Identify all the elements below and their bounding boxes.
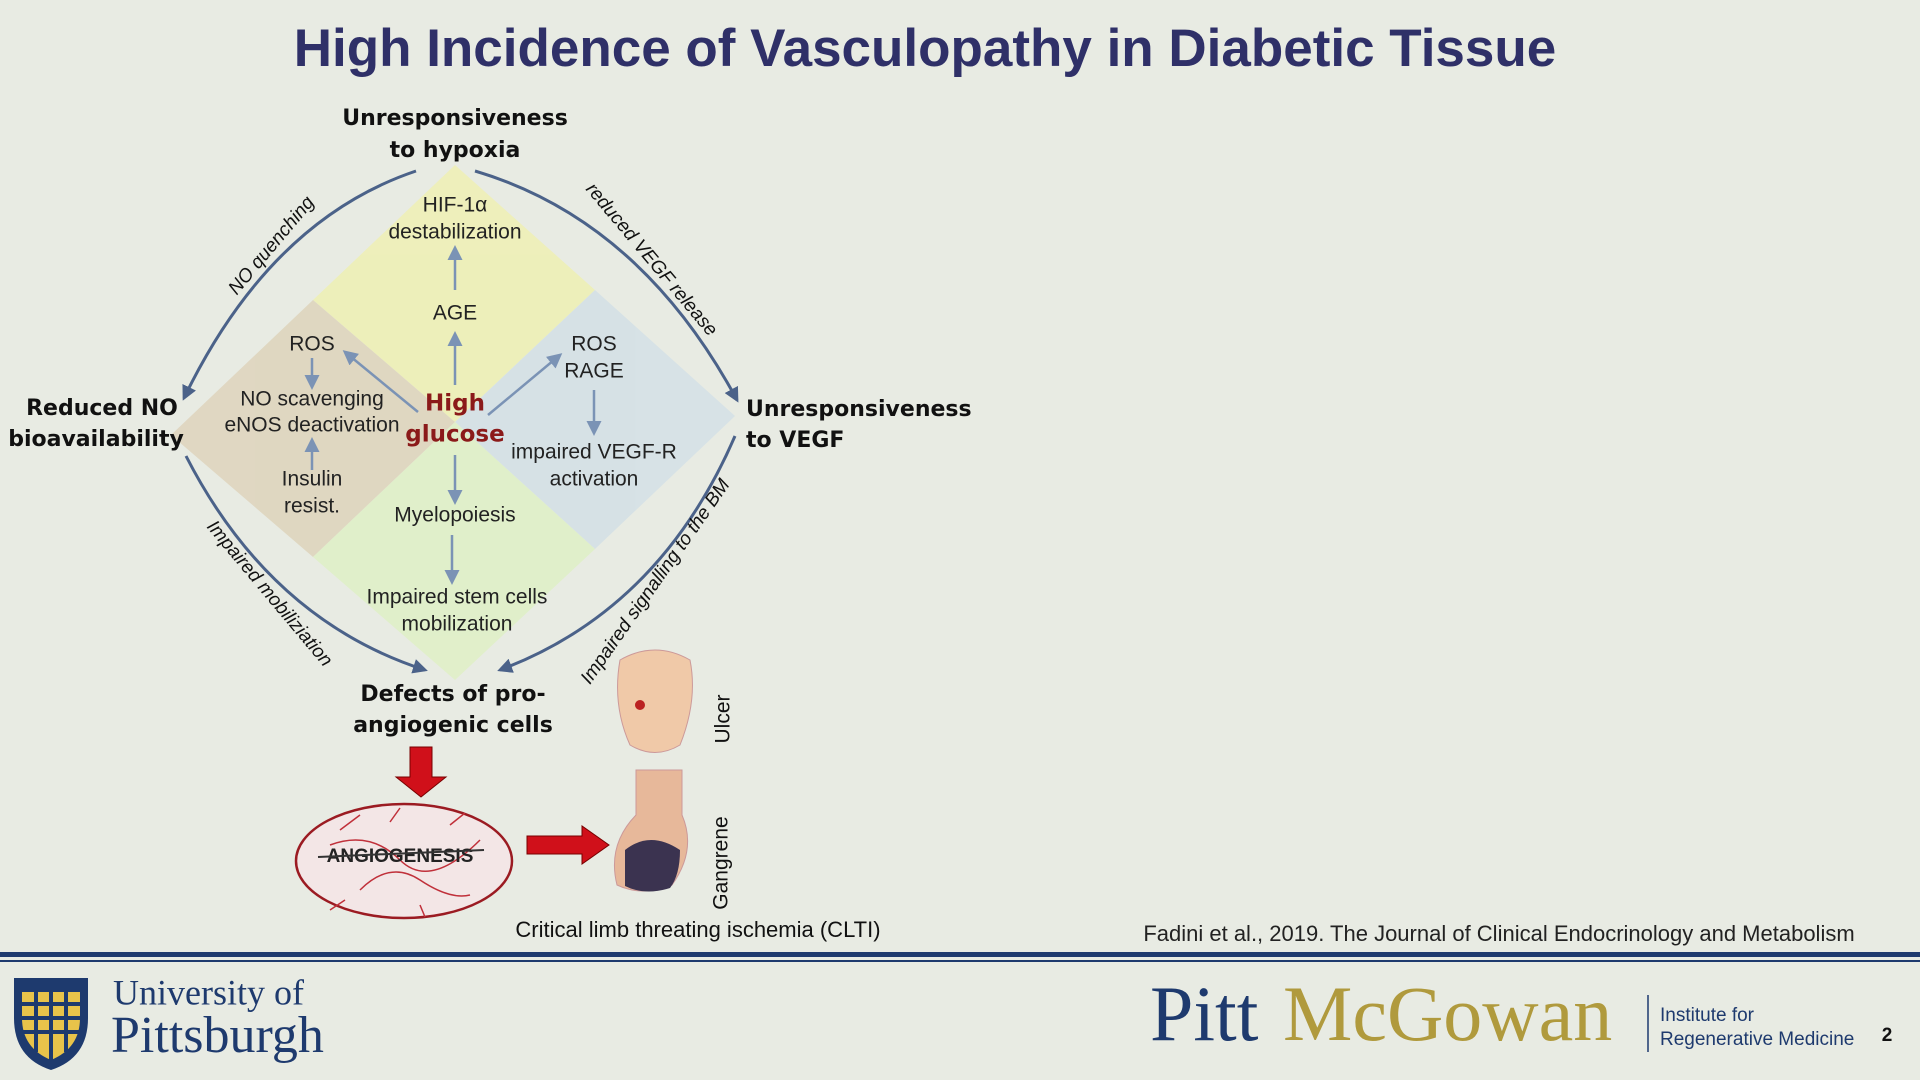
corner-top: to hypoxia [390, 138, 521, 163]
corner-right: to VEGF [746, 428, 844, 453]
corner-top: Unresponsiveness [342, 106, 568, 131]
corner-bottom: angiogenic cells [353, 713, 553, 738]
node-label: ROS [571, 333, 617, 356]
caption: Critical limb threating ischemia (CLTI) [515, 917, 880, 942]
corner-labels: Unresponsiveness to hypoxia Reduced NO b… [8, 106, 971, 738]
right-arrow [526, 825, 610, 865]
node-label: AGE [433, 302, 477, 325]
university-line: University of [113, 972, 304, 1012]
node-label: activation [550, 468, 639, 491]
inner-arrows [304, 245, 602, 585]
node-label: eNOS deactivation [224, 414, 399, 437]
university-line: Pittsburgh [111, 1007, 324, 1064]
vessels [329, 807, 481, 918]
corner-right: Unresponsiveness [746, 397, 972, 422]
node-label: RAGE [564, 360, 624, 383]
gangrene-label: Gangrene [710, 816, 733, 909]
node-label: destabilization [388, 221, 521, 244]
mcgowan-wordmark: McGowan [1283, 970, 1612, 1057]
citation: Fadini et al., 2019. The Journal of Clin… [1143, 921, 1854, 946]
arc-label: NO quenching [225, 192, 319, 299]
corner-bottom: Defects of pro- [360, 682, 545, 707]
pitt-wordmark: Pitt [1150, 970, 1259, 1057]
node-label: ROS [289, 333, 335, 356]
ulcer-label: Ulcer [712, 694, 735, 743]
slide-title: High Incidence of Vasculopathy in Diabet… [294, 19, 1557, 78]
down-arrow [394, 746, 448, 798]
node-label: Impaired stem cells [367, 586, 548, 609]
cycle-arrows [182, 169, 739, 674]
angiogenesis-ellipse [294, 802, 514, 920]
node-label: HIF-1α [423, 194, 488, 217]
footer-rule [0, 952, 1920, 957]
pitt-shield [14, 978, 88, 1070]
footer-rule [0, 960, 1920, 962]
corner-left: bioavailability [8, 427, 184, 452]
gangrene-area [625, 840, 680, 892]
node-label: Myelopoiesis [394, 504, 515, 527]
node-label: resist. [284, 495, 340, 518]
node-label: mobilization [402, 613, 513, 636]
node-label: Insulin [282, 468, 343, 491]
page-number: 2 [1882, 1025, 1893, 1046]
node-label: NO scavenging [240, 388, 384, 411]
node-label: impaired VEGF-R [511, 441, 677, 464]
institute-line: Regenerative Medicine [1660, 1029, 1854, 1050]
inner-labels: HIF-1α destabilization AGE ROS NO scaven… [224, 194, 676, 636]
institute-line: Institute for [1660, 1005, 1755, 1026]
center-label: glucose [405, 422, 504, 448]
strike [317, 849, 485, 858]
ulcer-foot [617, 649, 693, 753]
center-label: High [425, 391, 485, 417]
ulcer-spot [635, 700, 645, 710]
corner-left: Reduced NO [26, 396, 178, 421]
